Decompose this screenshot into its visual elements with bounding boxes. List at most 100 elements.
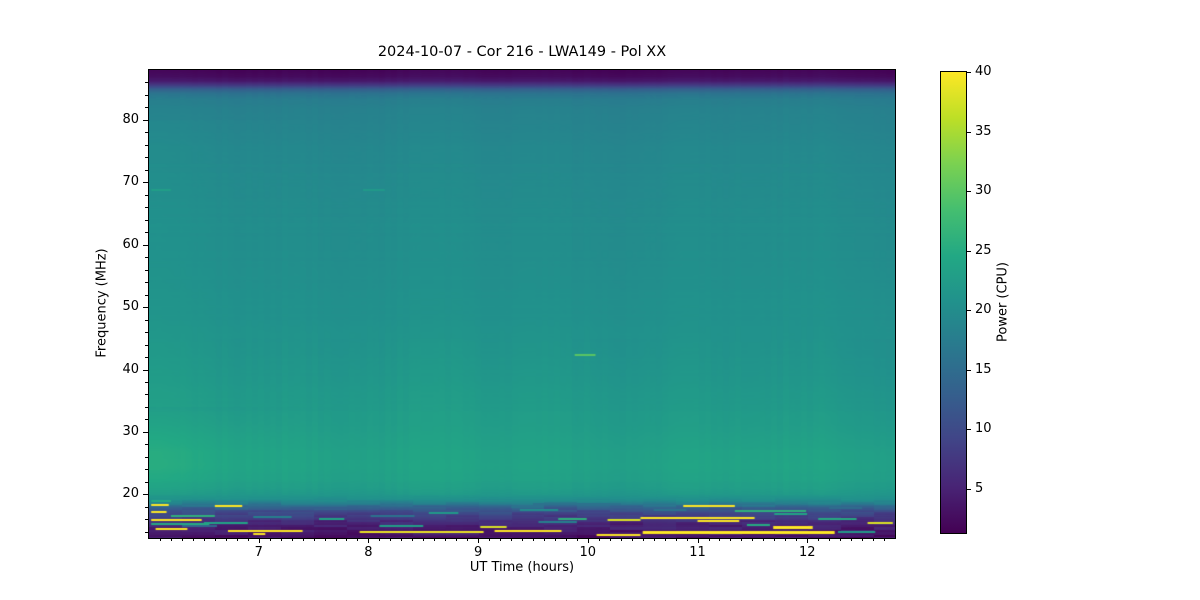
x-minor-tick (829, 538, 831, 541)
y-tick-label: 50 (122, 299, 139, 315)
x-minor-tick (214, 538, 216, 541)
colorbar-tick (967, 191, 971, 193)
x-minor-tick (752, 538, 754, 541)
y-minor-tick (145, 506, 148, 508)
x-minor-tick (785, 538, 787, 541)
colorbar-tick (967, 429, 971, 431)
colorbar-tick (967, 369, 971, 371)
x-minor-tick (609, 538, 611, 541)
x-minor-tick (357, 538, 359, 541)
x-minor-tick (489, 538, 491, 541)
x-minor-tick (456, 538, 458, 541)
y-minor-tick (145, 219, 148, 221)
y-minor-tick (145, 269, 148, 271)
y-minor-tick (145, 357, 148, 359)
x-major-tick (587, 538, 589, 543)
colorbar (940, 71, 967, 534)
colorbar-tick-label: 25 (975, 242, 992, 258)
colorbar-tick-label: 40 (975, 64, 992, 79)
y-minor-tick (145, 456, 148, 458)
y-major-tick (143, 494, 148, 496)
x-minor-tick (500, 538, 502, 541)
y-major-tick (143, 307, 148, 309)
x-minor-tick (280, 538, 282, 541)
y-tick-label: 20 (122, 486, 139, 502)
x-minor-tick (543, 538, 545, 541)
colorbar-tick-label: 5 (975, 480, 984, 496)
y-tick-label: 40 (122, 361, 139, 377)
x-major-tick (807, 538, 809, 543)
x-tick-label: 11 (689, 545, 706, 560)
y-minor-tick (145, 169, 148, 171)
y-minor-tick (145, 232, 148, 234)
y-tick-label: 70 (122, 174, 139, 190)
x-minor-tick (511, 538, 513, 541)
colorbar-tick (967, 310, 971, 312)
x-minor-tick (335, 538, 337, 541)
y-minor-tick (145, 257, 148, 259)
x-minor-tick (225, 538, 227, 541)
y-major-tick (143, 182, 148, 184)
x-minor-tick (401, 538, 403, 541)
x-major-tick (478, 538, 480, 543)
x-minor-tick (170, 538, 172, 541)
y-minor-tick (145, 294, 148, 296)
colorbar-tick-label: 10 (975, 421, 992, 437)
x-tick-label: 8 (364, 545, 373, 560)
colorbar-tick (967, 72, 971, 73)
x-minor-tick (522, 538, 523, 541)
y-major-tick (143, 431, 148, 433)
x-minor-tick (565, 538, 567, 541)
x-minor-tick (840, 538, 842, 541)
x-minor-tick (873, 538, 875, 541)
y-major-tick (143, 119, 148, 121)
y-minor-tick (145, 382, 148, 383)
x-major-tick (697, 538, 699, 543)
x-minor-tick (159, 538, 161, 541)
y-tick-label: 30 (122, 423, 139, 439)
x-minor-tick (774, 538, 776, 541)
y-minor-tick (145, 519, 148, 521)
x-minor-tick (291, 538, 293, 541)
x-minor-tick (313, 538, 315, 541)
x-minor-tick (379, 538, 381, 541)
x-minor-tick (631, 538, 633, 541)
y-minor-tick (145, 282, 148, 284)
x-minor-tick (192, 538, 194, 541)
colorbar-tick-label: 20 (975, 302, 992, 318)
x-minor-tick (675, 538, 677, 541)
x-minor-tick (719, 538, 721, 541)
x-minor-tick (203, 538, 205, 541)
x-minor-tick (851, 538, 853, 541)
x-minor-tick (818, 538, 820, 541)
chart-title: 2024-10-07 - Cor 216 - LWA149 - Pol XX (377, 44, 667, 60)
x-minor-tick (653, 538, 655, 541)
y-minor-tick (145, 531, 148, 533)
y-minor-tick (145, 207, 148, 209)
y-minor-tick (145, 82, 148, 84)
y-minor-tick (145, 406, 148, 408)
y-minor-tick (145, 132, 148, 134)
y-minor-tick (145, 481, 148, 483)
x-tick-label: 10 (579, 545, 597, 560)
plot-area (148, 69, 896, 539)
y-tick-label: 60 (122, 236, 139, 252)
y-tick-label: 80 (122, 111, 139, 127)
x-minor-tick (302, 538, 304, 541)
x-minor-tick (598, 538, 600, 541)
x-minor-tick (686, 538, 688, 541)
x-minor-tick (796, 538, 798, 541)
colorbar-tick-label: 15 (975, 361, 992, 377)
x-minor-tick (412, 538, 414, 541)
y-minor-tick (145, 144, 148, 146)
colorbar-label: Power (CPU) (995, 261, 1011, 343)
x-tick-label: 7 (254, 545, 263, 560)
colorbar-tick-label: 35 (975, 123, 992, 139)
x-minor-tick (532, 538, 534, 541)
y-minor-tick (145, 469, 148, 471)
x-minor-tick (642, 538, 644, 541)
x-minor-tick (884, 538, 886, 541)
x-minor-tick (664, 538, 666, 541)
x-minor-tick (434, 538, 436, 541)
colorbar-tick-label: 30 (975, 183, 992, 199)
